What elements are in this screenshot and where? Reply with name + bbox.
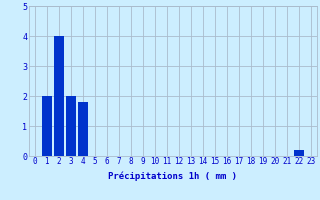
Bar (78, 102, 88, 156)
Bar (294, 150, 304, 156)
X-axis label: Précipitations 1h ( mm ): Précipitations 1h ( mm ) (108, 172, 237, 181)
Bar (54, 36, 64, 156)
Bar (66, 96, 76, 156)
Bar (42, 96, 52, 156)
